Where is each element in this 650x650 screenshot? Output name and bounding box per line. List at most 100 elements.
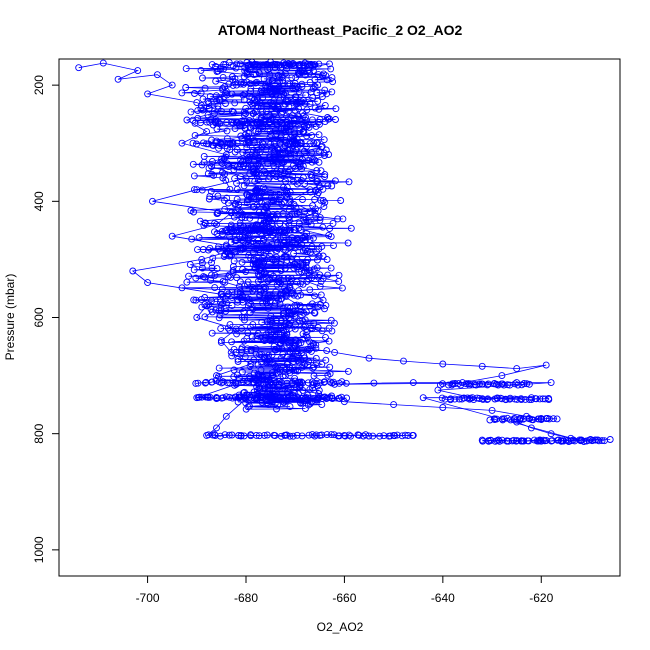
chart-title: ATOM4 Northeast_Pacific_2 O2_AO2 (218, 22, 463, 38)
data-point (504, 381, 511, 389)
data-point (291, 61, 299, 69)
data-point (291, 226, 299, 234)
data-point (316, 431, 324, 439)
data-point (301, 360, 309, 368)
data-point (276, 368, 284, 376)
data-point (199, 74, 206, 82)
data-point (217, 325, 225, 333)
data-point (280, 90, 287, 98)
data-point (262, 107, 270, 115)
data-point (314, 303, 322, 311)
data-point (295, 88, 303, 96)
data-point (214, 245, 222, 253)
data-point (303, 259, 310, 267)
data-point (256, 393, 264, 401)
data-point (298, 432, 306, 440)
data-point (246, 139, 253, 146)
data-point (306, 186, 314, 194)
data-point (250, 203, 258, 211)
data-point (218, 160, 226, 167)
data-point (289, 162, 297, 170)
data-point (205, 99, 213, 107)
data-point (478, 362, 486, 370)
data-point (229, 81, 237, 89)
data-point (187, 108, 195, 116)
data-point (214, 192, 222, 200)
data-point (281, 431, 289, 439)
data-point (246, 80, 254, 88)
data-point (272, 104, 279, 112)
data-point (233, 274, 241, 282)
data-point (296, 99, 304, 107)
data-point (250, 227, 258, 235)
data-point (259, 299, 267, 307)
data-point (301, 180, 309, 188)
data-point (369, 432, 377, 440)
data-point (341, 432, 349, 440)
data-point (308, 378, 316, 386)
data-point (306, 249, 314, 257)
data-point (298, 268, 305, 276)
x-axis-label: O2_AO2 (317, 620, 364, 634)
data-point (523, 412, 530, 420)
data-point (291, 343, 299, 350)
data-point (255, 159, 263, 167)
data-point (299, 247, 307, 255)
data-point (240, 337, 248, 345)
data-point (319, 223, 327, 231)
data-point (272, 235, 280, 243)
data-point (168, 81, 176, 89)
data-point (235, 374, 243, 382)
data-point (234, 298, 242, 306)
data-point (144, 90, 152, 98)
data-point (222, 151, 230, 159)
data-point (249, 287, 257, 295)
data-point (295, 287, 302, 295)
data-point (197, 66, 205, 74)
data-point (309, 364, 317, 372)
data-point (247, 84, 255, 92)
data-point (266, 118, 274, 126)
data-point (259, 254, 267, 262)
data-point (283, 119, 291, 126)
data-point (279, 336, 287, 344)
data-point (577, 437, 585, 445)
data-point (219, 86, 227, 94)
data-point (319, 274, 327, 282)
data-point (245, 378, 253, 386)
data-point (301, 116, 309, 124)
data-point (277, 110, 285, 118)
data-point (441, 395, 449, 403)
data-point (451, 395, 459, 403)
data-point (257, 288, 265, 296)
data-point (347, 224, 355, 232)
data-point (251, 374, 259, 382)
data-point (567, 434, 575, 442)
data-point (258, 398, 266, 406)
data-point (276, 227, 284, 235)
data-point (237, 431, 245, 439)
data-point (312, 379, 320, 387)
data-point (208, 259, 215, 267)
data-point (242, 268, 250, 276)
data-point (208, 61, 216, 69)
data-point (273, 173, 280, 181)
data-point (75, 64, 83, 72)
data-point (192, 296, 200, 304)
data-point (240, 182, 248, 190)
data-point (513, 379, 521, 387)
data-point (247, 360, 255, 368)
data-point (325, 151, 333, 158)
data-point (182, 84, 190, 91)
data-point (316, 120, 323, 128)
data-point (318, 327, 326, 335)
data-point (266, 358, 274, 366)
data-point (267, 189, 275, 197)
y-tick-label: 400 (32, 191, 46, 211)
data-point (291, 139, 299, 147)
data-point (318, 360, 326, 368)
data-point (271, 302, 279, 310)
data-point (247, 238, 255, 246)
data-point (236, 120, 244, 128)
data-point (303, 248, 311, 255)
